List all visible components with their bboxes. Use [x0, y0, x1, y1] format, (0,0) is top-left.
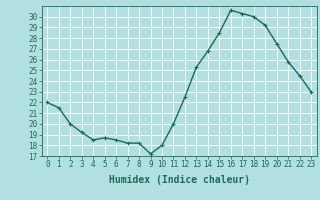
X-axis label: Humidex (Indice chaleur): Humidex (Indice chaleur): [109, 175, 250, 185]
